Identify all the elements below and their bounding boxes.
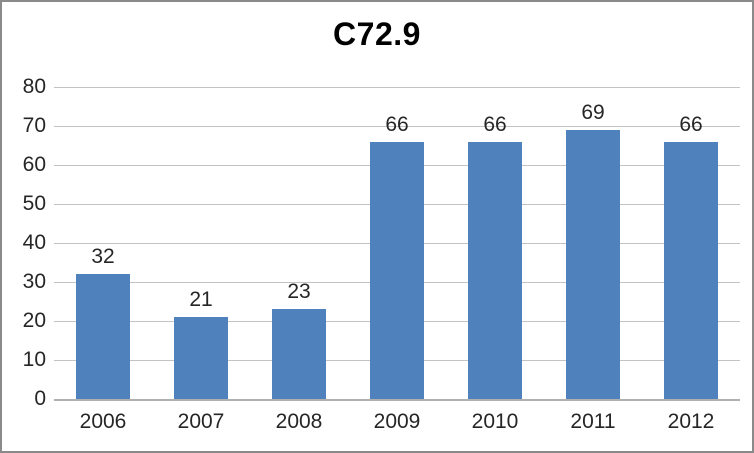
x-axis-line xyxy=(54,399,740,401)
bar-value-label: 23 xyxy=(287,280,311,304)
bar-2008 xyxy=(272,309,326,399)
chart-title: C72.9 xyxy=(333,16,421,52)
y-tick-label: 40 xyxy=(22,231,46,254)
x-tick-label: 2007 xyxy=(177,410,225,433)
y-tick-label: 80 xyxy=(22,75,46,98)
bar-value-label: 69 xyxy=(581,100,605,124)
gridline xyxy=(54,87,740,88)
y-tick-label: 60 xyxy=(22,153,46,176)
bar-2010 xyxy=(468,141,522,399)
y-tick-label: 10 xyxy=(22,348,46,371)
x-tick-label: 2006 xyxy=(79,410,127,433)
bar-value-label: 21 xyxy=(189,288,213,312)
bar-2006 xyxy=(76,274,130,399)
bar-value-label: 66 xyxy=(385,112,409,136)
bar-value-label: 66 xyxy=(483,112,507,136)
y-tick-label: 50 xyxy=(22,192,46,215)
gridline xyxy=(54,126,740,127)
bar-2011 xyxy=(566,129,620,399)
bar-2012 xyxy=(664,141,718,399)
bar-2009 xyxy=(370,141,424,399)
y-tick-label: 0 xyxy=(34,387,46,410)
y-tick-label: 70 xyxy=(22,114,46,137)
y-axis-tick-labels: 0 10 20 30 40 50 60 70 80 xyxy=(2,75,46,410)
x-tick-label: 2009 xyxy=(373,410,421,433)
bar-2007 xyxy=(174,317,228,399)
x-tick-label: 2012 xyxy=(667,410,715,433)
x-tick-label: 2011 xyxy=(570,410,616,433)
x-tick-label: 2008 xyxy=(275,410,323,433)
plot-area: 32 21 23 66 66 69 66 2006 2007 2008 2009 2010 2011 2… xyxy=(54,87,740,433)
y-tick-label: 20 xyxy=(22,309,46,332)
y-tick-label: 30 xyxy=(22,270,46,293)
bar-value-label: 32 xyxy=(91,245,115,269)
x-tick-label: 2010 xyxy=(471,410,519,433)
bar-value-label: 66 xyxy=(679,112,703,136)
